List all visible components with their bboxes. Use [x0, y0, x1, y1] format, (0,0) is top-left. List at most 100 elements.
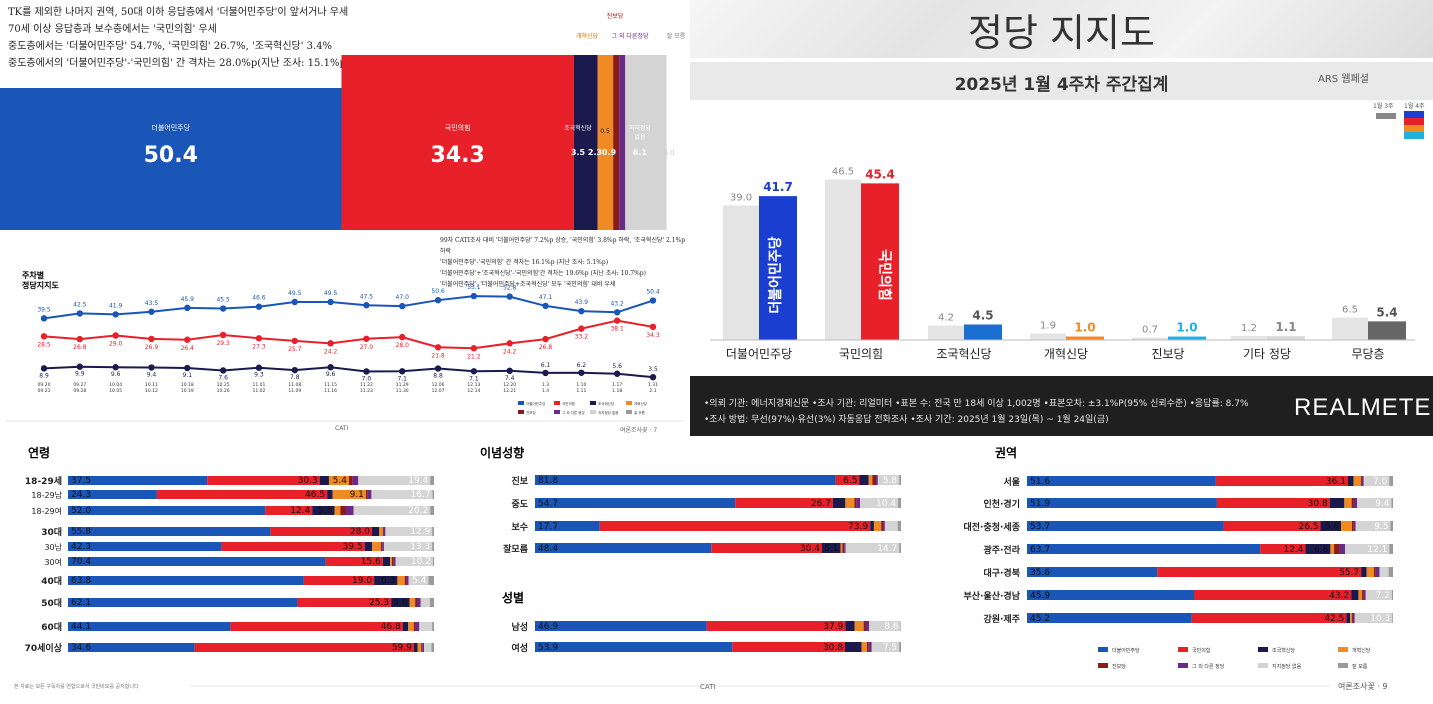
bar-name: 국민의힘	[445, 123, 471, 132]
segment-value: 30.8	[823, 643, 843, 653]
data-label: 7.1	[397, 375, 407, 382]
data-point	[148, 308, 155, 315]
segment-value: 20.2	[408, 506, 428, 516]
row-label: 30여	[44, 557, 62, 567]
legend-swatch	[1178, 663, 1188, 668]
bar-segment	[1346, 613, 1351, 623]
bar-segment	[391, 557, 394, 566]
segment-value: 39.5	[343, 542, 363, 552]
data-label: 45.9	[181, 296, 195, 303]
overall-support-panel: TK를 제외한 나머지 권역, 50대 이하 응답층에서 '더불어민주당'이 앞…	[0, 0, 690, 233]
legend-label: 그 외 다른정당	[612, 32, 649, 40]
legend-swatch	[1098, 647, 1108, 652]
segment-value: 42.5	[1324, 614, 1344, 624]
segment-value: 36.1	[1326, 477, 1346, 487]
data-label: 6.1	[541, 362, 551, 369]
survey-info-line: •조사 방법: 무선(97%)·유선(3%) 자동응답 전화조사 •조사 기간:…	[704, 415, 1109, 425]
row-label: 강원·제주	[983, 613, 1020, 625]
x-tick-label: 11.30	[396, 388, 409, 394]
legend-prev-label: 1월 3주	[1373, 103, 1394, 110]
x-tick-label: 11.09	[288, 388, 301, 394]
bar-segment	[207, 476, 320, 485]
segment-value: 63.7	[1030, 545, 1050, 555]
bar-segment	[371, 490, 433, 499]
bar-segment	[872, 475, 877, 485]
demographic-panel: 연령 이념성향 성별 권역 18-29세 37.5 30.3 5.4 19.4 18-29…	[0, 436, 1433, 704]
data-point	[470, 368, 478, 375]
segment-value: 13.3	[410, 542, 430, 552]
x-tick-label: 2.1	[649, 388, 656, 394]
legend-swatch	[554, 410, 560, 414]
x-tick-label: 12.21	[503, 388, 516, 394]
segment-value: 45.2	[1030, 614, 1050, 624]
data-label: 47.5	[360, 293, 374, 300]
category-label: 무당층	[1351, 347, 1384, 361]
data-point	[219, 331, 227, 339]
series-line-0	[43, 295, 654, 320]
x-tick-label: 09.20	[38, 382, 51, 388]
row-label: 40대	[41, 575, 62, 587]
legend-swatch	[626, 410, 632, 414]
note-line: '더불어민주당'+'조국혁신당'-'국민의힘'간 격차는 19.6%p (지난 …	[440, 270, 646, 277]
segment-value: 16.7	[410, 490, 430, 500]
page-title: 정당 지지도	[968, 11, 1155, 55]
bar-segment	[1352, 521, 1354, 531]
data-label: 25.7	[288, 346, 302, 353]
legend-swatch	[1338, 663, 1348, 668]
row-label: 18-29남	[31, 491, 62, 500]
bar-segment	[1379, 567, 1389, 577]
data-label: 7.8	[290, 374, 300, 381]
legend-label: 잘 모름	[667, 32, 686, 40]
legend-swatch	[518, 401, 524, 405]
bar-segment	[835, 475, 860, 485]
legend-label: 개혁신당	[634, 401, 648, 406]
overall-bar-chart: 더불어민주당 50.4 국민의힘 34.3 조국혁신당 3.5 2.3 0.5 0.9 지지정당없…	[0, 12, 686, 230]
bar-segment	[868, 475, 873, 485]
bar-segment	[415, 622, 420, 631]
data-point	[613, 370, 621, 377]
legend-curr-swatch	[1404, 111, 1424, 139]
bar-segment	[432, 527, 434, 536]
bar-segment	[832, 498, 846, 508]
bar-segment	[845, 543, 900, 553]
bar-segment	[735, 498, 833, 508]
bar-segment	[221, 542, 365, 551]
note-line: TK를 제외한 나머지 권역, 50대 이하 응답층에서 '더불어민주당'이 앞…	[8, 7, 349, 18]
curr-bar	[759, 196, 797, 340]
data-point	[434, 296, 442, 304]
bar-segment	[844, 543, 846, 553]
data-label: 24.2	[324, 348, 338, 355]
bar-segment	[383, 542, 433, 551]
data-label: 42.5	[73, 301, 87, 308]
x-tick-label: 1.3	[542, 382, 549, 388]
bar-segment	[68, 598, 298, 607]
bar-value: 0.5	[600, 128, 610, 135]
segment-value: 9.4	[1375, 499, 1390, 509]
bar-segment	[1334, 544, 1340, 554]
bar-segment	[873, 521, 882, 531]
bar-segment	[821, 543, 841, 553]
segment-value: 55.8	[71, 527, 91, 537]
bar-segment	[1389, 476, 1393, 486]
row-label: 30남	[44, 543, 62, 552]
data-label: 7.0	[362, 375, 372, 382]
bar-segment	[856, 498, 861, 508]
bar-value: 6.1	[633, 148, 648, 157]
bar-segment	[1391, 498, 1393, 508]
bar-segment	[869, 621, 901, 631]
bar-name: 없음	[634, 133, 646, 141]
bar-segment	[68, 576, 304, 585]
category-label: 국민의힘	[839, 347, 883, 361]
x-tick-label: 11.29	[396, 382, 409, 388]
data-label: 21.2	[467, 353, 481, 360]
data-label: 46.6	[252, 295, 266, 302]
x-tick-label: 10.19	[181, 388, 194, 394]
legend-label: 지지정당 없음	[598, 410, 619, 415]
legend-swatch	[626, 401, 632, 405]
bar-segment	[415, 598, 417, 607]
bar-segment	[1391, 590, 1393, 600]
row-label: 광주·전라	[983, 544, 1020, 556]
bar-5	[619, 55, 626, 230]
category-label: 더불어민주당	[726, 347, 792, 361]
bar-segment	[430, 506, 434, 515]
